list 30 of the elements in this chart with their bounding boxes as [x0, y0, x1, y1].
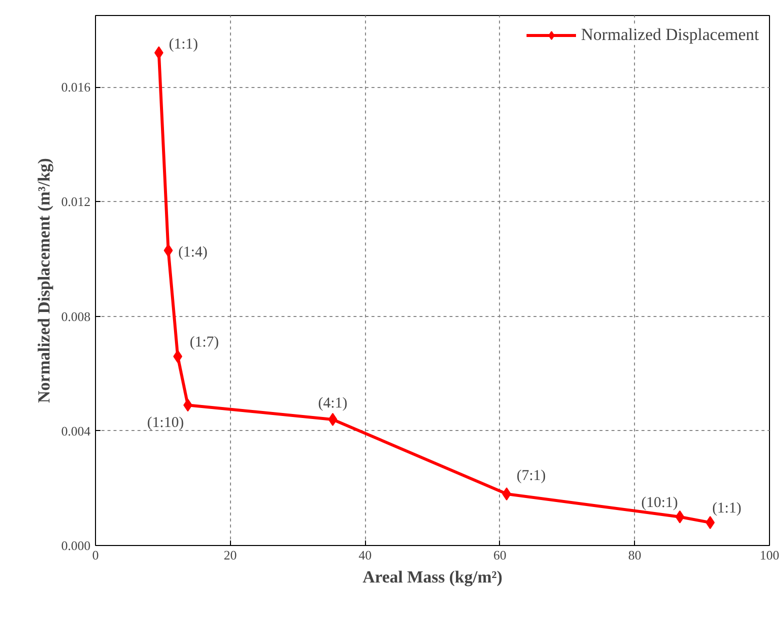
x-tick-label: 20 — [224, 548, 237, 562]
point — [328, 412, 338, 426]
point — [183, 398, 192, 412]
x-tick-label: 60 — [493, 548, 506, 562]
annotation: (1:1) — [712, 500, 742, 517]
annotation: (1:4) — [178, 244, 208, 260]
y-tick-label: 0.008 — [61, 308, 90, 324]
annotation: (4:1) — [318, 395, 348, 412]
point — [164, 244, 173, 257]
x-tick-label: 0 — [92, 548, 99, 562]
y-tick-label: 0.012 — [61, 194, 90, 210]
x-tick-label: 80 — [628, 548, 642, 562]
point — [502, 487, 512, 500]
x-axis-title: Areal Mass (kg/m²) — [362, 568, 502, 586]
point — [706, 516, 715, 530]
y-tick-label: 0.016 — [61, 80, 91, 95]
annotation: (1:7) — [190, 334, 219, 350]
y-tick-label: 0.004 — [61, 423, 91, 438]
annotation: (1:10) — [147, 415, 184, 432]
x-tick-label: 100 — [760, 548, 780, 562]
point — [675, 510, 684, 524]
annotation: (1:1) — [168, 36, 198, 53]
annotation: (7:1) — [516, 468, 546, 484]
annotation: (10:1) — [641, 494, 678, 511]
point — [154, 46, 164, 60]
y-axis-title: Normalized Displacement (m³/kg) — [34, 158, 54, 403]
point — [173, 350, 182, 363]
legend-label: Normalized Displacement — [581, 25, 759, 45]
x-tick-label: 40 — [358, 548, 372, 562]
y-tick-label: 0.000 — [61, 538, 90, 553]
